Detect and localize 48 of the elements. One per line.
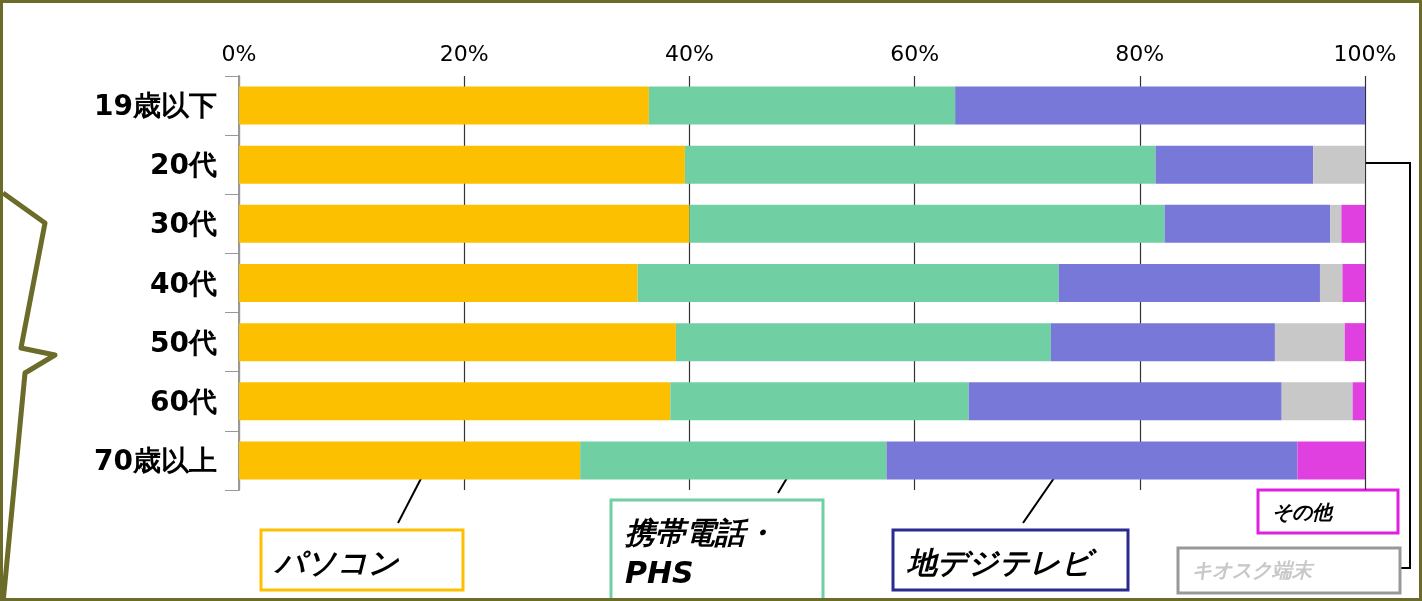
bar bbox=[580, 441, 887, 480]
series-label: その他 bbox=[1272, 500, 1334, 524]
y-tick-label: 19歳以下 bbox=[94, 89, 217, 123]
bar bbox=[1297, 441, 1365, 480]
bar bbox=[1344, 323, 1365, 362]
text: パソコン bbox=[274, 544, 400, 580]
x-tick-label: 40% bbox=[664, 40, 714, 66]
y-tick-label: 70歳以上 bbox=[94, 443, 217, 477]
text: 地デジテレビ bbox=[906, 544, 1098, 580]
bar bbox=[675, 323, 1051, 362]
y-tick-label: 20代 bbox=[150, 148, 217, 182]
bar bbox=[1274, 323, 1345, 362]
bar bbox=[1341, 204, 1365, 243]
x-tick-label: 100% bbox=[1333, 40, 1397, 66]
bar bbox=[239, 86, 649, 125]
bar bbox=[239, 264, 638, 302]
bar bbox=[239, 145, 685, 184]
bar bbox=[684, 145, 1156, 184]
bar bbox=[1164, 204, 1331, 243]
y-tick-label: 30代 bbox=[150, 207, 217, 241]
bar bbox=[670, 382, 969, 421]
bar bbox=[968, 382, 1282, 421]
bar bbox=[1342, 264, 1365, 302]
bar bbox=[1330, 204, 1342, 243]
bar bbox=[1319, 264, 1343, 302]
bar bbox=[637, 264, 1059, 302]
bar bbox=[886, 441, 1298, 480]
bar bbox=[1352, 382, 1365, 421]
y-tick-label: 60代 bbox=[150, 384, 217, 418]
x-tick-label: 0% bbox=[221, 40, 257, 66]
x-tick-label: 20% bbox=[439, 40, 489, 66]
bar bbox=[239, 323, 676, 362]
bar bbox=[239, 204, 690, 243]
bar bbox=[239, 441, 581, 480]
x-tick-label: 60% bbox=[890, 40, 940, 66]
bar bbox=[239, 382, 671, 421]
x-tick-label: 80% bbox=[1115, 40, 1165, 66]
bar bbox=[955, 86, 1365, 125]
bar bbox=[648, 86, 956, 125]
bar bbox=[1313, 145, 1365, 184]
bar bbox=[1155, 145, 1314, 184]
series-label: 携帯電話・PHS bbox=[624, 514, 775, 590]
bar bbox=[1281, 382, 1353, 421]
y-tick-label: 40代 bbox=[150, 266, 217, 300]
y-tick-label: 50代 bbox=[150, 325, 217, 359]
bar bbox=[689, 204, 1165, 243]
bar bbox=[1058, 264, 1320, 302]
bar bbox=[1050, 323, 1275, 362]
